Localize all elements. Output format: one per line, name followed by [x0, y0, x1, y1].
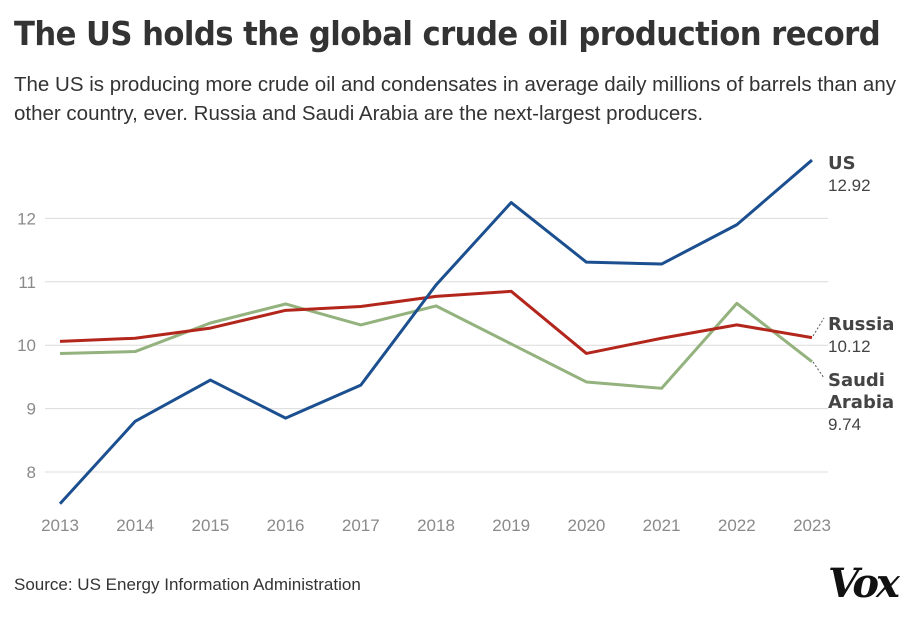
- series-label-saudi-line1: Saudi: [828, 370, 885, 391]
- saudi-leader-line: [812, 361, 825, 379]
- series-line-saudi-arabia: [59, 301, 813, 390]
- y-tick-label: 12: [17, 209, 36, 228]
- y-tick-label: 8: [27, 463, 36, 482]
- series-value-russia: 10.12: [828, 337, 871, 356]
- source-note: Source: US Energy Information Administra…: [14, 575, 361, 594]
- x-tick-label: 2018: [417, 516, 455, 535]
- x-tick-label: 2013: [41, 516, 79, 535]
- series-label-russia: Russia: [828, 314, 894, 335]
- vox-logo: Vox: [828, 560, 900, 607]
- x-tick-label: 2014: [116, 516, 154, 535]
- series-label-us: US: [828, 153, 856, 174]
- x-tick-label: 2017: [342, 516, 380, 535]
- chart-title: The US holds the global crude oil produc…: [14, 14, 881, 53]
- x-tick-label: 2020: [567, 516, 605, 535]
- x-tick-label: 2021: [643, 516, 681, 535]
- x-tick-label: 2022: [718, 516, 756, 535]
- x-tick-label: 2016: [267, 516, 305, 535]
- x-tick-label: 2015: [191, 516, 229, 535]
- y-tick-label: 9: [27, 400, 36, 419]
- chart-subtitle: The US is producing more crude oil and c…: [14, 73, 896, 125]
- series-line-us: [58, 158, 813, 505]
- series-label-saudi-line2: Arabia: [828, 392, 894, 413]
- y-tick-label: 10: [17, 336, 36, 355]
- series-value-us: 12.92: [828, 176, 871, 195]
- russia-leader-line: [812, 317, 825, 337]
- x-tick-label: 2019: [492, 516, 530, 535]
- x-tick-label: 2023: [793, 516, 831, 535]
- series-value-saudi: 9.74: [828, 415, 861, 434]
- y-tick-label: 11: [18, 273, 36, 292]
- series-line-russia: [59, 289, 813, 355]
